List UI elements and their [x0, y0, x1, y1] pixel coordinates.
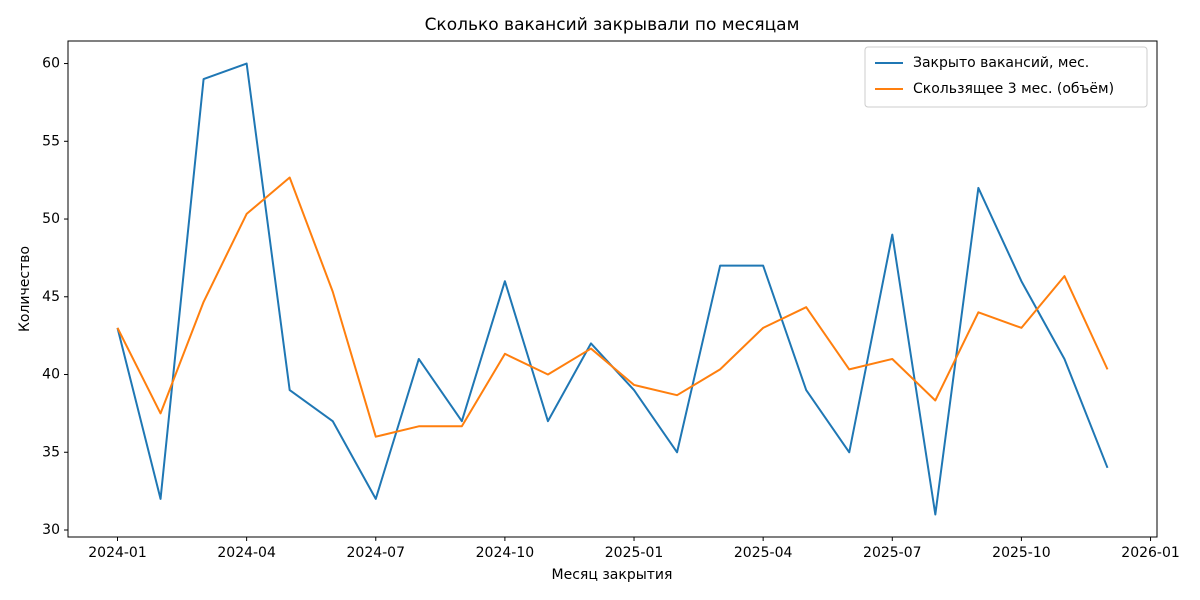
x-tick-label: 2024-10	[476, 545, 535, 561]
legend-label: Закрыто вакансий, мес.	[913, 55, 1089, 71]
y-tick-label: 60	[42, 56, 60, 72]
y-tick-label: 50	[42, 211, 60, 227]
y-tick-label: 30	[42, 522, 60, 538]
y-tick-label: 35	[42, 444, 60, 460]
legend-box	[864, 46, 1148, 108]
chart-title: Сколько вакансий закрывали по месяцам	[425, 15, 800, 35]
y-axis-label: Количество	[17, 246, 33, 332]
plot-frame	[67, 40, 1158, 538]
y-tick-label: 45	[42, 289, 60, 305]
x-tick-label: 2025-10	[992, 545, 1051, 561]
x-tick-label: 2025-07	[863, 545, 922, 561]
x-axis-label: Месяц закрытия	[552, 567, 673, 583]
x-tick-label: 2024-07	[347, 545, 406, 561]
legend-label: Скользящее 3 мес. (объём)	[913, 81, 1114, 97]
y-tick-label: 55	[42, 133, 60, 149]
line-series	[116, 62, 1109, 516]
line-series	[116, 176, 1109, 438]
x-tick-label: 2025-01	[605, 545, 664, 561]
x-tick-label: 2025-04	[734, 545, 793, 561]
x-tick-label: 2024-04	[217, 545, 276, 561]
y-tick-label: 40	[42, 367, 60, 383]
x-tick-label: 2024-01	[88, 545, 147, 561]
x-tick-label: 2026-01	[1121, 545, 1180, 561]
